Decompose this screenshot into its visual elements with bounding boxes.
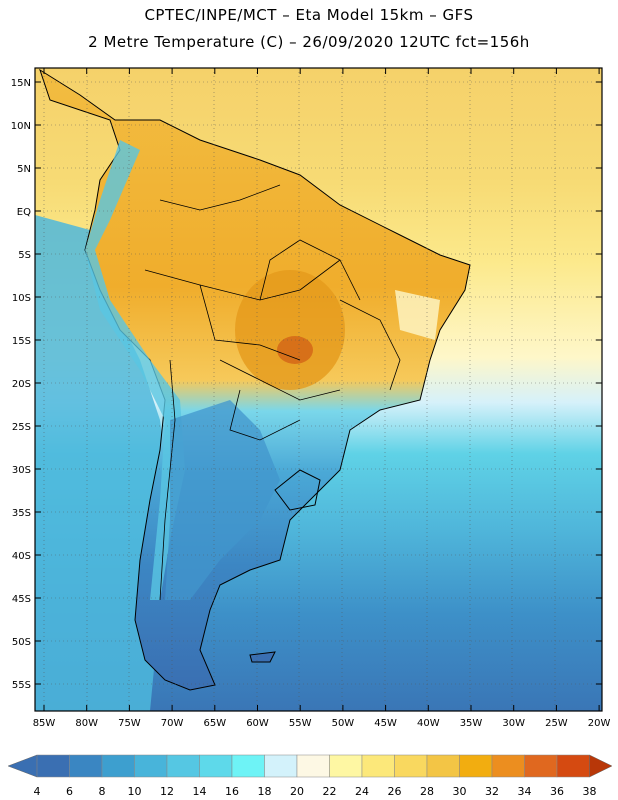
colorbar-swatch bbox=[69, 754, 103, 778]
lon-label: 50W bbox=[332, 718, 355, 729]
colorbar-label: 36 bbox=[550, 785, 564, 798]
lat-label: 10N bbox=[11, 121, 31, 132]
colorbar-label: 38 bbox=[583, 785, 597, 798]
lon-label: 80W bbox=[75, 718, 98, 729]
lon-label: 30W bbox=[502, 718, 525, 729]
lat-label: 45S bbox=[12, 594, 31, 605]
lat-label: 5S bbox=[18, 250, 31, 261]
map-subtitle: 2 Metre Temperature (C) – 26/09/2020 12U… bbox=[88, 33, 530, 51]
colorbar-label: 20 bbox=[290, 785, 304, 798]
lon-label: 70W bbox=[161, 718, 184, 729]
falkland-islands bbox=[249, 651, 276, 663]
colorbar-label: 34 bbox=[518, 785, 532, 798]
lat-label: 20S bbox=[12, 379, 31, 390]
colorbar-label: 24 bbox=[355, 785, 369, 798]
colorbar-label: 16 bbox=[225, 785, 239, 798]
patagonia-cold-region bbox=[165, 400, 280, 600]
colorbar-swatch bbox=[166, 754, 200, 778]
lat-label: 10S bbox=[12, 293, 31, 304]
lat-label: 5N bbox=[17, 164, 31, 175]
colorbar-label: 4 bbox=[34, 785, 41, 798]
map-frame bbox=[34, 67, 603, 712]
lat-label: 30S bbox=[12, 465, 31, 476]
uruguay-outline bbox=[274, 469, 321, 511]
colorbar-label: 14 bbox=[193, 785, 207, 798]
colorbar-label: 26 bbox=[388, 785, 402, 798]
colorbar-label: 10 bbox=[128, 785, 142, 798]
graticule bbox=[35, 68, 602, 711]
pacific-cool-region bbox=[35, 215, 170, 711]
lat-label: 15N bbox=[11, 78, 31, 89]
latitude-axis: 15N 10N 5N EQ 5S 10S 15S 20S 25S 30S 35S 40S 45S 50S 5… bbox=[11, 78, 602, 691]
hottest-spot bbox=[277, 336, 313, 364]
lon-label: 55W bbox=[289, 718, 312, 729]
colorbar-swatch bbox=[134, 754, 168, 778]
lat-label: 25S bbox=[12, 422, 31, 433]
colorbar-label: 30 bbox=[453, 785, 467, 798]
colorbar-label: 32 bbox=[485, 785, 499, 798]
lon-label: 75W bbox=[118, 718, 141, 729]
lat-label: EQ bbox=[17, 207, 31, 218]
northeast-mild-region bbox=[395, 290, 440, 340]
hot-core-region bbox=[235, 270, 345, 390]
lon-label: 45W bbox=[374, 718, 397, 729]
lon-label: 35W bbox=[460, 718, 483, 729]
lon-label: 60W bbox=[246, 718, 269, 729]
colorbar-high-arrow bbox=[589, 754, 613, 778]
colorbar-swatch bbox=[361, 754, 395, 778]
lat-label: 35S bbox=[12, 508, 31, 519]
colorbar-swatch bbox=[231, 754, 265, 778]
colorbar-swatch bbox=[459, 754, 493, 778]
colorbar-label: 6 bbox=[66, 785, 73, 798]
colorbar-swatch bbox=[491, 754, 525, 778]
colorbar-low-arrow bbox=[7, 754, 38, 778]
colorbar-label: 22 bbox=[323, 785, 337, 798]
colorbar-label: 12 bbox=[160, 785, 174, 798]
colorbar-swatch bbox=[329, 754, 363, 778]
lon-label: 20W bbox=[588, 718, 611, 729]
colorbar-swatch bbox=[296, 754, 330, 778]
lat-label: 15S bbox=[12, 336, 31, 347]
lon-label: 65W bbox=[203, 718, 226, 729]
colorbar-swatch bbox=[426, 754, 460, 778]
lon-label: 25W bbox=[545, 718, 568, 729]
colorbar-swatch bbox=[524, 754, 558, 778]
colorbar: 4 6 8 10 12 14 16 18 20 22 24 26 28 30 32 34 36 38 bbox=[7, 754, 613, 798]
colorbar-swatch bbox=[264, 754, 298, 778]
map-title: CPTEC/INPE/MCT – Eta Model 15km – GFS bbox=[144, 6, 474, 24]
lon-label: 85W bbox=[33, 718, 56, 729]
colorbar-swatch bbox=[36, 754, 70, 778]
longitude-axis: 85W 80W 75W 70W 65W 60W 55W 50W 45W 40W 35W 30W 25W 2… bbox=[33, 68, 611, 729]
colorbar-swatch bbox=[101, 754, 135, 778]
lon-label: 40W bbox=[417, 718, 440, 729]
colorbar-label: 28 bbox=[420, 785, 434, 798]
lat-label: 40S bbox=[12, 551, 31, 562]
colorbar-label: 18 bbox=[258, 785, 272, 798]
colorbar-label: 8 bbox=[99, 785, 106, 798]
lat-label: 50S bbox=[12, 637, 31, 648]
colorbar-swatch bbox=[556, 754, 590, 778]
colorbar-swatch bbox=[394, 754, 428, 778]
colorbar-swatch bbox=[199, 754, 233, 778]
lat-label: 55S bbox=[12, 680, 31, 691]
country-borders bbox=[144, 184, 401, 601]
